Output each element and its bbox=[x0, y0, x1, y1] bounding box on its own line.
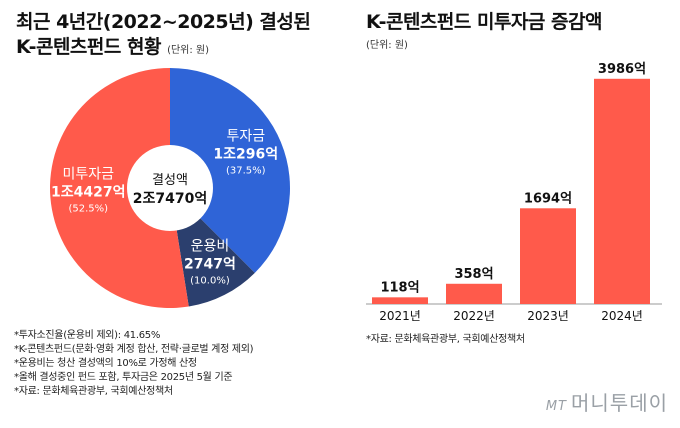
bar-2023년 bbox=[520, 208, 576, 304]
note-item: *운용비는 청산 결성액의 10%로 가정해 산정 bbox=[14, 358, 197, 369]
pie-chart: 결성액 2조7470억 투자금 1조296억 (37.5%) 운용비 2747억 (10.0%… bbox=[50, 68, 291, 308]
pie-label-percent: (52.5%) bbox=[68, 203, 108, 214]
bar-value-label: 118억 bbox=[380, 280, 419, 295]
left-chart-unit: (단위: 원) bbox=[167, 45, 210, 56]
pie-label-name: 투자금 bbox=[226, 129, 265, 145]
pie-label-percent: (37.5%) bbox=[226, 166, 266, 177]
pie-label-amount: 2747억 bbox=[184, 256, 236, 272]
watermark: MT 머니투데이 bbox=[546, 387, 668, 416]
pie-label-percent: (10.0%) bbox=[190, 275, 230, 286]
watermark-text: 머니투데이 bbox=[571, 391, 668, 415]
pie-slice-unused bbox=[50, 68, 189, 308]
pie-label-name: 미투자금 bbox=[62, 166, 114, 182]
watermark-mark: MT bbox=[545, 399, 567, 414]
pie-label-invest: 투자금 1조296억 (37.5%) bbox=[213, 129, 278, 177]
bar-category-label: 2023년 bbox=[527, 309, 569, 322]
bar-category-label: 2021년 bbox=[379, 309, 421, 322]
bar-category-label: 2024년 bbox=[601, 309, 643, 322]
pie-label-ops: 운용비 2747억 (10.0%) bbox=[184, 238, 236, 286]
pie-center-value: 2조7470억 bbox=[133, 191, 207, 207]
right-chart-source: *자료: 문화체육관광부, 국회예산정책처 bbox=[366, 334, 525, 345]
right-chart-title: K-콘텐츠펀드 미투자금 증감액 bbox=[366, 11, 602, 33]
pie-label-amount: 1조4427억 bbox=[51, 184, 125, 200]
pie-label-unused: 미투자금 1조4427억 (52.5%) bbox=[51, 166, 125, 214]
bar-value-label: 3986억 bbox=[598, 62, 646, 77]
bar-value-label: 1694억 bbox=[524, 191, 572, 206]
bar-2024년 bbox=[594, 78, 650, 304]
bar-chart: 118억 2021년 358억 2022년 1694억 2023년 3986억 2024년 bbox=[366, 62, 662, 322]
left-chart-title-text: K-콘텐츠펀드 현황 bbox=[16, 36, 161, 58]
pie-center-hole bbox=[127, 145, 213, 231]
pie-center-label: 결성액 bbox=[152, 173, 188, 188]
pie-label-amount: 1조296억 bbox=[213, 147, 278, 163]
note-item: *자료: 문화체육관광부, 국회예산정책처 bbox=[14, 386, 173, 397]
bar-2021년 bbox=[372, 297, 428, 304]
note-item: *올해 결성중인 펀드 포함, 투자금은 2025년 5월 기준 bbox=[14, 372, 233, 383]
note-item: *K-콘텐츠펀드(문화·영화 계정 합산, 전략·글로벌 계정 제외) bbox=[14, 344, 254, 355]
left-chart-title-line1: 최근 4년간(2022~2025년) 결성된 bbox=[16, 11, 311, 33]
bar-2022년 bbox=[446, 283, 502, 304]
bar-value-label: 358억 bbox=[454, 267, 493, 282]
note-item: *투자소진율(운용비 제외): 41.65% bbox=[14, 330, 161, 341]
right-chart-unit: (단위: 원) bbox=[366, 40, 408, 51]
notes: *투자소진율(운용비 제외): 41.65% *K-콘텐츠펀드(문화·영화 계정… bbox=[14, 329, 254, 399]
pie-slice-invest bbox=[170, 68, 291, 273]
pie-label-name: 운용비 bbox=[191, 238, 230, 254]
left-chart-title-line2: K-콘텐츠펀드 현황 (단위: 원) bbox=[16, 35, 209, 63]
bar-category-label: 2022년 bbox=[453, 309, 495, 322]
